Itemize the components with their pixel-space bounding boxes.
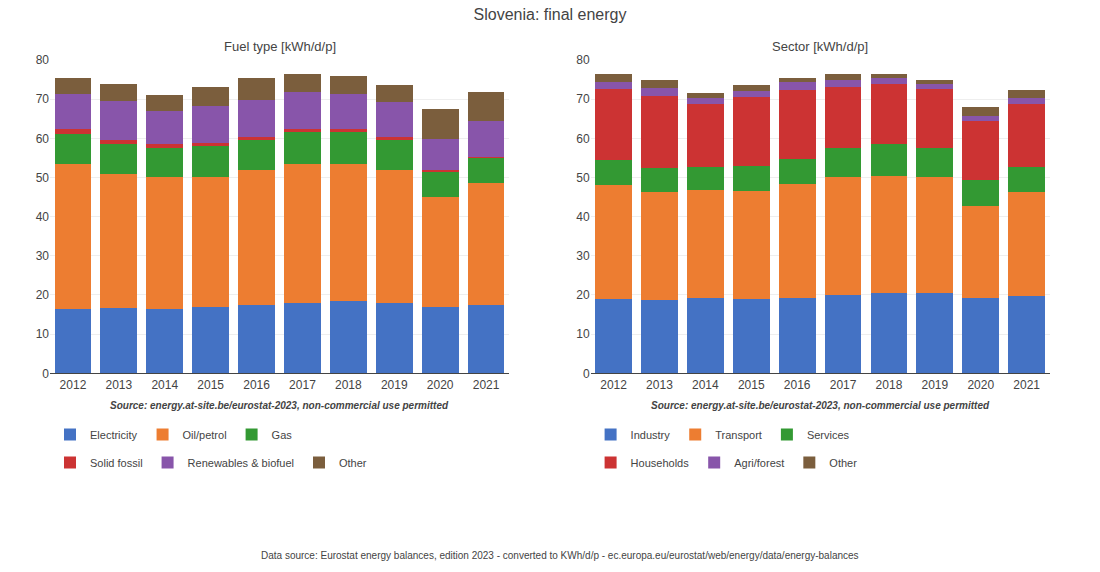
svg-text:2012: 2012 — [60, 378, 87, 392]
svg-text:2018: 2018 — [335, 378, 362, 392]
svg-text:Renewables & biofuel: Renewables & biofuel — [188, 457, 294, 469]
svg-text:2021: 2021 — [1013, 378, 1040, 392]
svg-text:Households: Households — [631, 457, 690, 469]
svg-text:60: 60 — [576, 132, 590, 146]
svg-text:80: 80 — [36, 53, 50, 67]
svg-text:2012: 2012 — [600, 378, 627, 392]
svg-text:2021: 2021 — [473, 378, 500, 392]
svg-text:Industry: Industry — [631, 429, 671, 441]
svg-text:2013: 2013 — [105, 378, 132, 392]
svg-text:Slovenia: final energy: Slovenia: final energy — [474, 6, 627, 23]
svg-text:Agri/forest: Agri/forest — [734, 457, 784, 469]
svg-text:50: 50 — [36, 171, 50, 185]
svg-text:20: 20 — [36, 288, 50, 302]
svg-text:2014: 2014 — [151, 378, 178, 392]
svg-text:2016: 2016 — [243, 378, 270, 392]
svg-text:Data source: Eurostat energy b: Data source: Eurostat energy balances, e… — [261, 550, 859, 561]
svg-text:Oil/petrol: Oil/petrol — [183, 429, 227, 441]
svg-text:2019: 2019 — [381, 378, 408, 392]
svg-text:Solid fossil: Solid fossil — [90, 457, 143, 469]
svg-text:Other: Other — [339, 457, 367, 469]
svg-text:2015: 2015 — [738, 378, 765, 392]
svg-text:0: 0 — [42, 367, 49, 381]
svg-text:Sector [kWh/d/p]: Sector [kWh/d/p] — [772, 39, 868, 54]
svg-text:30: 30 — [36, 249, 50, 263]
svg-text:2014: 2014 — [692, 378, 719, 392]
svg-text:80: 80 — [576, 53, 590, 67]
svg-text:2018: 2018 — [876, 378, 903, 392]
svg-text:2020: 2020 — [967, 378, 994, 392]
svg-text:2019: 2019 — [921, 378, 948, 392]
svg-text:Electricity: Electricity — [90, 429, 138, 441]
svg-text:70: 70 — [36, 92, 50, 106]
svg-text:40: 40 — [36, 210, 50, 224]
svg-text:10: 10 — [576, 327, 590, 341]
svg-text:Source: energy.at-site.be/euro: Source: energy.at-site.be/eurostat-2023,… — [110, 400, 449, 411]
svg-text:2016: 2016 — [784, 378, 811, 392]
svg-text:0: 0 — [583, 367, 590, 381]
svg-text:Fuel type [kWh/d/p]: Fuel type [kWh/d/p] — [224, 39, 336, 54]
svg-text:Services: Services — [807, 429, 850, 441]
svg-text:40: 40 — [576, 210, 590, 224]
svg-text:10: 10 — [36, 327, 50, 341]
svg-text:2017: 2017 — [289, 378, 316, 392]
svg-text:Transport: Transport — [715, 429, 762, 441]
svg-text:2015: 2015 — [197, 378, 224, 392]
svg-text:60: 60 — [36, 132, 50, 146]
svg-text:Source: energy.at-site.be/euro: Source: energy.at-site.be/eurostat-2023,… — [651, 400, 990, 411]
svg-text:50: 50 — [576, 171, 590, 185]
svg-text:30: 30 — [576, 249, 590, 263]
svg-text:2013: 2013 — [646, 378, 673, 392]
svg-text:20: 20 — [576, 288, 590, 302]
svg-text:Other: Other — [829, 457, 857, 469]
svg-text:70: 70 — [576, 92, 590, 106]
svg-text:2017: 2017 — [830, 378, 857, 392]
svg-text:2020: 2020 — [427, 378, 454, 392]
svg-text:Gas: Gas — [272, 429, 293, 441]
